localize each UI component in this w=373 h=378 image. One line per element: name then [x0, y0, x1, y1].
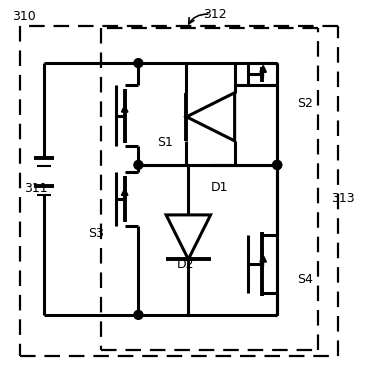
Circle shape — [273, 161, 282, 169]
Text: S3: S3 — [88, 227, 104, 240]
Text: S1: S1 — [157, 136, 173, 149]
Circle shape — [273, 161, 282, 169]
Circle shape — [134, 161, 143, 169]
Circle shape — [134, 59, 143, 68]
Text: S2: S2 — [298, 98, 313, 110]
Text: 312: 312 — [203, 8, 227, 21]
Text: 311: 311 — [23, 183, 47, 195]
Text: 313: 313 — [331, 192, 354, 205]
Text: D1: D1 — [211, 181, 228, 194]
Text: 310: 310 — [13, 10, 36, 23]
Circle shape — [134, 310, 143, 319]
Text: D2: D2 — [177, 259, 195, 271]
Text: S4: S4 — [298, 273, 313, 286]
